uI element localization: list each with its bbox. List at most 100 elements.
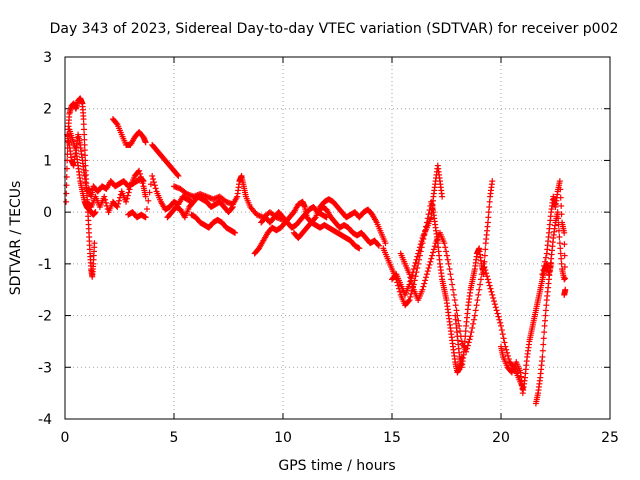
data-point: [486, 282, 493, 289]
data-point: [462, 328, 469, 335]
data-point: [424, 268, 431, 275]
data-point: [452, 302, 459, 309]
data-point: [558, 260, 565, 267]
series-G: [149, 141, 182, 179]
data-point: [412, 259, 419, 266]
series-L: [258, 203, 330, 231]
data-point: [407, 274, 414, 281]
data-point: [471, 312, 478, 319]
data-point: [496, 316, 503, 323]
data-point: [150, 176, 157, 183]
data-point: [558, 211, 565, 218]
data-point: [474, 297, 481, 304]
x-tick-label: 0: [61, 430, 70, 446]
data-point: [561, 276, 568, 283]
data-point: [151, 182, 158, 189]
data-point: [451, 297, 458, 304]
data-point: [542, 258, 549, 265]
data-point: [489, 178, 496, 185]
data-point: [410, 266, 417, 273]
data-point: [542, 307, 549, 314]
data-point: [416, 247, 423, 254]
data-point: [81, 131, 88, 138]
data-point: [539, 271, 546, 278]
data-point: [540, 267, 547, 274]
data-point: [427, 258, 434, 265]
data-point: [116, 197, 123, 204]
data-point: [419, 286, 426, 293]
data-point: [407, 293, 414, 300]
data-point: [142, 139, 149, 146]
data-point: [408, 277, 415, 284]
data-point: [557, 194, 564, 201]
data-point: [418, 238, 425, 245]
data-point: [81, 147, 88, 154]
data-point: [557, 245, 564, 252]
data-point: [556, 233, 563, 240]
y-tick-label: -4: [38, 412, 52, 428]
data-point: [481, 258, 488, 265]
x-tick-label: 10: [274, 430, 292, 446]
data-point: [539, 353, 546, 360]
data-point: [500, 335, 507, 342]
y-tick-label: -3: [38, 360, 52, 376]
series-R: [452, 178, 496, 371]
data-point: [429, 252, 436, 259]
series-B: [64, 131, 147, 200]
data-point: [541, 262, 548, 269]
data-point: [555, 215, 562, 222]
data-point: [490, 294, 497, 301]
data-point: [542, 312, 549, 319]
data-point: [415, 260, 422, 267]
data-point: [450, 291, 457, 298]
x-axis-label: GPS time / hours: [278, 458, 395, 474]
data-point: [431, 243, 438, 250]
data-point: [396, 288, 403, 295]
data-point: [395, 282, 402, 289]
data-point: [82, 152, 89, 159]
data-point: [475, 291, 482, 298]
data-point: [541, 322, 548, 329]
series-D: [83, 167, 149, 216]
data-point: [423, 274, 430, 281]
series-O: [380, 198, 465, 376]
data-point: [375, 241, 382, 248]
data-point: [482, 246, 489, 253]
data-point: [504, 352, 511, 359]
series-E: [109, 116, 149, 148]
data-point: [491, 301, 498, 308]
data-point: [356, 245, 363, 252]
data-point: [136, 170, 143, 177]
data-point: [137, 173, 144, 180]
data-point: [497, 319, 504, 326]
data-point: [150, 179, 157, 186]
data-point: [405, 298, 412, 305]
data-point: [411, 262, 418, 269]
data-point: [406, 281, 413, 288]
series-A: [63, 95, 98, 280]
data-point: [453, 307, 460, 314]
data-point: [81, 136, 88, 143]
data-point: [449, 281, 456, 288]
data-point: [489, 291, 496, 298]
data-point: [126, 186, 133, 193]
data-point: [123, 198, 130, 205]
data-point: [488, 288, 495, 295]
data-point: [445, 260, 452, 267]
data-point: [114, 203, 121, 210]
x-tick-label: 5: [170, 430, 179, 446]
y-tick-label: 2: [43, 102, 52, 118]
data-point: [92, 209, 99, 216]
data-point: [485, 209, 492, 216]
data-point: [125, 189, 132, 196]
data-point: [443, 252, 450, 259]
data-point: [484, 276, 491, 283]
data-point: [444, 256, 451, 263]
x-tick-label: 20: [492, 430, 510, 446]
data-point: [409, 283, 416, 290]
data-point: [145, 197, 152, 204]
data-point: [503, 346, 510, 353]
data-point: [152, 185, 159, 192]
data-point: [493, 307, 500, 314]
data-point: [63, 198, 70, 205]
